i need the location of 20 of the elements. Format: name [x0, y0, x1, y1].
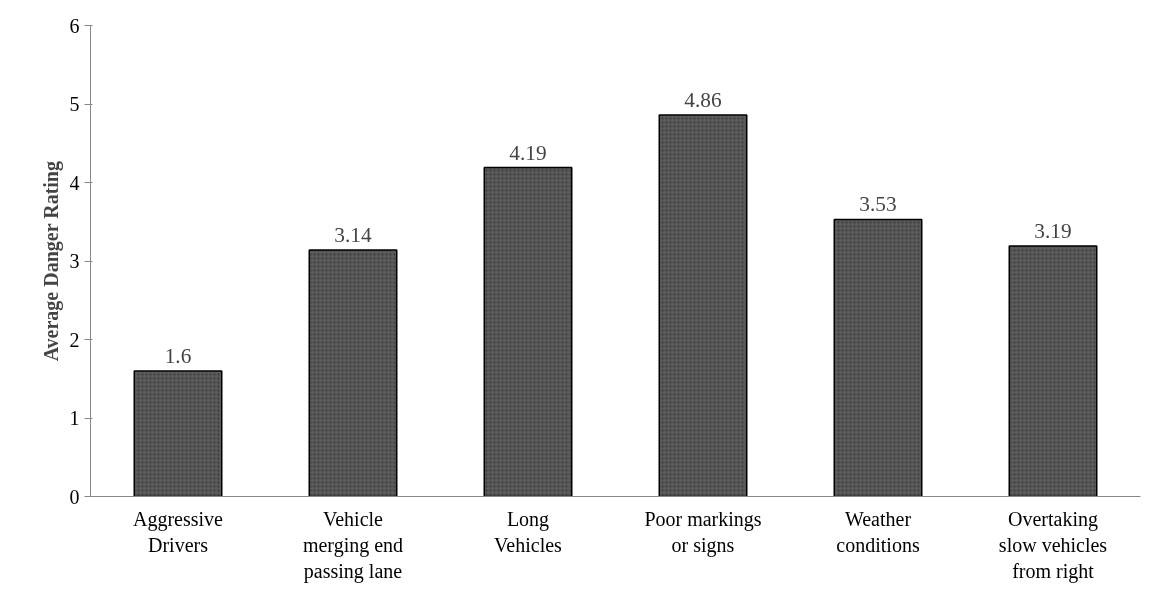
y-tick-label: 4: [69, 171, 80, 194]
y-tick-label: 0: [69, 485, 80, 508]
y-tick-label: 2: [69, 328, 80, 351]
y-axis-title: Average Danger Rating: [39, 161, 63, 362]
data-label: 3.14: [334, 223, 372, 248]
data-label: 3.53: [859, 192, 897, 217]
data-label: 4.86: [684, 87, 722, 112]
data-label: 4.19: [509, 140, 547, 165]
y-tick-label: 1: [69, 407, 80, 429]
y-tick-label: 5: [69, 93, 80, 115]
x-tick-label: Weather conditions: [836, 507, 920, 556]
data-label: 1.6: [164, 343, 192, 368]
x-tick-label: Poor markings or signs: [644, 507, 762, 557]
data-label: 3.19: [1034, 219, 1072, 244]
y-tick-label: 6: [69, 14, 80, 37]
y-tick-label: 3: [69, 250, 80, 272]
x-tick-label: Aggressive Drivers: [133, 507, 224, 556]
x-tick-label: Long Vehicles: [494, 507, 563, 556]
x-tick-label: Vehicle merging end passing lane: [302, 507, 404, 584]
x-tick-label: Overtaking slow vehicles from right: [998, 507, 1108, 584]
